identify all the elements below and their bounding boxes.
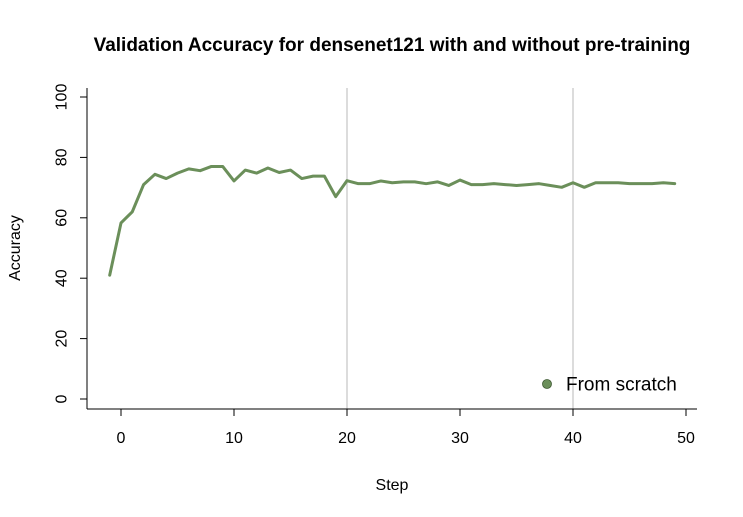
x-tick-label: 50 (677, 430, 695, 447)
series-line (108, 164, 677, 277)
y-axis-label: Accuracy (7, 215, 24, 281)
series-layer (108, 164, 677, 277)
chart-title: Validation Accuracy for densenet121 with… (94, 35, 691, 56)
y-tick-label: 20 (54, 330, 71, 348)
y-tick-label: 100 (54, 84, 71, 111)
x-tick-label: 30 (451, 430, 469, 447)
x-tick-label: 40 (564, 430, 582, 447)
y-tick-label: 0 (54, 394, 71, 403)
legend-marker (542, 379, 552, 389)
x-axis-label: Step (376, 477, 409, 494)
legend-label: From scratch (566, 375, 677, 396)
y-tick-label: 80 (54, 148, 71, 166)
y-tick-label: 40 (54, 269, 71, 287)
reference-lines (346, 88, 574, 409)
x-tick-label: 20 (338, 430, 356, 447)
y-tick-label: 60 (54, 209, 71, 227)
x-tick-label: 0 (117, 430, 126, 447)
x-tick-label: 10 (225, 430, 243, 447)
axes: 0 10 20 30 40 50 0 20 40 60 80 100 (54, 84, 697, 447)
legend: From scratch (542, 375, 677, 396)
